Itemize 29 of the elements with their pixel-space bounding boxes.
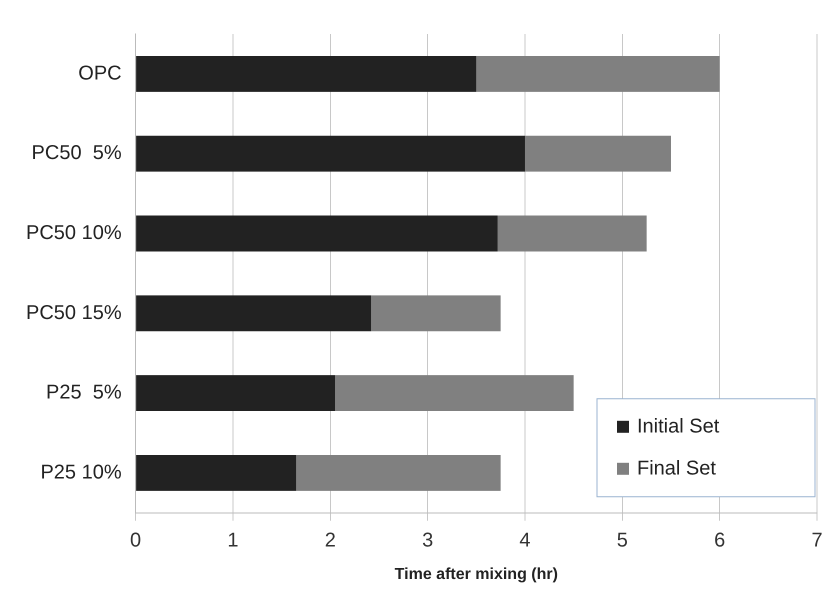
y-tick-label: P25 5% bbox=[46, 382, 122, 404]
y-tick-label: PC50 15% bbox=[26, 302, 122, 324]
bar bbox=[136, 295, 372, 332]
legend-label: Initial Set bbox=[637, 415, 720, 438]
y-tick-label: PC50 10% bbox=[26, 222, 122, 244]
x-tick-label: 3 bbox=[422, 529, 434, 552]
bar bbox=[136, 136, 525, 172]
x-tick-label: 1 bbox=[227, 529, 239, 552]
x-tick-label: 6 bbox=[714, 529, 726, 552]
x-tick-label: 7 bbox=[811, 529, 823, 552]
bar bbox=[371, 295, 501, 332]
y-tick-label: OPC bbox=[78, 62, 122, 84]
bar bbox=[498, 216, 647, 252]
bar bbox=[524, 136, 671, 172]
x-tick-label: 4 bbox=[519, 529, 531, 552]
x-tick-label: 0 bbox=[130, 529, 142, 552]
legend-label: Final Set bbox=[637, 457, 716, 480]
bar bbox=[136, 454, 296, 491]
bar bbox=[136, 216, 498, 252]
y-tick-label: PC50 5% bbox=[32, 142, 122, 164]
x-tick-label: 2 bbox=[324, 529, 336, 552]
bar bbox=[136, 375, 336, 412]
bar bbox=[335, 375, 574, 412]
bar bbox=[296, 454, 501, 491]
bar bbox=[136, 56, 476, 92]
x-axis-title: Time after mixing (hr) bbox=[394, 566, 558, 583]
bar bbox=[476, 56, 720, 92]
x-tick-label: 5 bbox=[616, 529, 628, 552]
y-tick-label: P25 10% bbox=[40, 461, 122, 484]
